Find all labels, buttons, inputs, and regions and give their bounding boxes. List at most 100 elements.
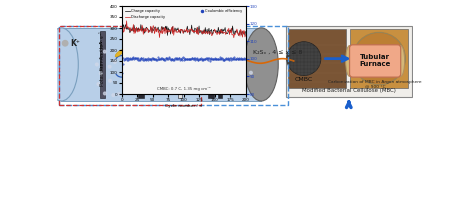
Circle shape (103, 50, 106, 53)
Ellipse shape (115, 49, 124, 57)
Circle shape (109, 79, 112, 82)
Circle shape (118, 93, 120, 95)
Circle shape (219, 82, 222, 85)
Circle shape (250, 71, 252, 74)
Coulombic efficiency (164, 58, 170, 60)
Bar (100, 31, 105, 98)
Circle shape (212, 65, 214, 68)
Y-axis label: Capacity / mAh g$^{-1}$: Capacity / mAh g$^{-1}$ (98, 29, 108, 71)
Text: Modified Bacterial Cellulose (MBC): Modified Bacterial Cellulose (MBC) (302, 88, 396, 93)
Circle shape (138, 61, 141, 63)
Ellipse shape (165, 75, 175, 80)
Circle shape (235, 50, 240, 55)
Circle shape (112, 94, 115, 97)
Coulombic efficiency (166, 55, 172, 58)
Charge capacity (236, 34, 241, 37)
Coulombic efficiency (186, 58, 192, 60)
Ellipse shape (189, 74, 197, 82)
Discharge capacity (186, 31, 192, 33)
Circle shape (287, 42, 321, 76)
Discharge capacity (119, 26, 125, 28)
FancyBboxPatch shape (350, 45, 401, 77)
Circle shape (226, 45, 231, 50)
Bar (218, 31, 222, 98)
Circle shape (232, 44, 236, 49)
Circle shape (237, 45, 242, 50)
Charge capacity (119, 26, 124, 28)
Coulombic efficiency (172, 58, 177, 61)
Legend: Coulombic efficiency: Coulombic efficiency (199, 8, 244, 15)
Coulombic efficiency (119, 93, 124, 95)
X-axis label: Cycle number / n: Cycle number / n (165, 104, 202, 108)
Charge capacity (186, 29, 192, 32)
Discharge capacity (234, 31, 239, 34)
Ellipse shape (188, 52, 198, 57)
Text: Tubular
Furnace: Tubular Furnace (359, 54, 391, 67)
Text: K⁺: K⁺ (71, 39, 80, 48)
Coulombic efficiency (233, 58, 238, 60)
Text: GF Separator: GF Separator (177, 48, 182, 81)
Circle shape (205, 39, 207, 42)
Circle shape (226, 84, 229, 87)
Ellipse shape (244, 28, 278, 101)
Charge capacity (243, 30, 248, 33)
Coulombic efficiency (119, 72, 125, 74)
Discharge capacity (165, 29, 170, 31)
Text: CMBC: CMBC (295, 77, 313, 82)
Text: Potassium Anode: Potassium Anode (100, 43, 105, 86)
Ellipse shape (397, 46, 404, 76)
Coulombic efficiency (243, 57, 248, 59)
Circle shape (97, 83, 100, 85)
Line: Discharge capacity: Discharge capacity (122, 21, 246, 38)
Bar (286, 26, 412, 97)
Circle shape (95, 63, 98, 66)
Coulombic efficiency (130, 56, 135, 59)
Text: K₂Sₓ , 4 ≤ x ≤ 8: K₂Sₓ , 4 ≤ x ≤ 8 (252, 50, 302, 55)
Discharge capacity (231, 37, 236, 39)
Circle shape (134, 61, 137, 64)
Line: Coulombic efficiency: Coulombic efficiency (121, 56, 246, 95)
Circle shape (353, 32, 405, 85)
Circle shape (239, 48, 244, 53)
Circle shape (237, 78, 240, 81)
Circle shape (232, 53, 236, 58)
Charge capacity (130, 29, 135, 32)
Charge capacity (119, 27, 125, 30)
Charge capacity (138, 23, 144, 26)
Circle shape (224, 48, 229, 53)
Discharge capacity (243, 34, 248, 36)
Circle shape (140, 76, 142, 79)
Discharge capacity (172, 30, 177, 33)
Circle shape (153, 69, 156, 72)
Discharge capacity (131, 23, 136, 26)
Circle shape (190, 54, 193, 56)
Line: Charge capacity: Charge capacity (122, 25, 246, 35)
Ellipse shape (146, 60, 154, 68)
Text: CMBC: 0.7 C, 1.35 mg cm⁻²: CMBC: 0.7 C, 1.35 mg cm⁻² (157, 87, 210, 91)
Text: CMBC Cathode: CMBC Cathode (208, 46, 213, 83)
Text: Carbonization of MBC in Argon atmosphere
@ 900 °C: Carbonization of MBC in Argon atmosphere… (328, 80, 422, 89)
Circle shape (229, 50, 234, 55)
Circle shape (100, 72, 102, 75)
Circle shape (192, 67, 195, 69)
Bar (208, 31, 214, 98)
Charge capacity (172, 30, 177, 32)
Charge capacity (165, 34, 170, 37)
Ellipse shape (44, 28, 78, 101)
Bar (350, 29, 409, 88)
Circle shape (62, 41, 68, 46)
Ellipse shape (161, 53, 171, 59)
Circle shape (113, 61, 116, 63)
Discharge capacity (124, 20, 129, 22)
Circle shape (157, 69, 160, 72)
Circle shape (108, 65, 111, 68)
Bar (61, 28, 261, 101)
Ellipse shape (126, 75, 136, 81)
Legend: Charge capacity, Discharge capacity: Charge capacity, Discharge capacity (123, 8, 167, 20)
Bar (138, 31, 144, 98)
Ellipse shape (346, 46, 353, 76)
Bar (59, 26, 201, 105)
Bar (178, 31, 182, 98)
Text: CBC Interlayer: CBC Interlayer (139, 47, 144, 82)
Discharge capacity (119, 27, 124, 29)
